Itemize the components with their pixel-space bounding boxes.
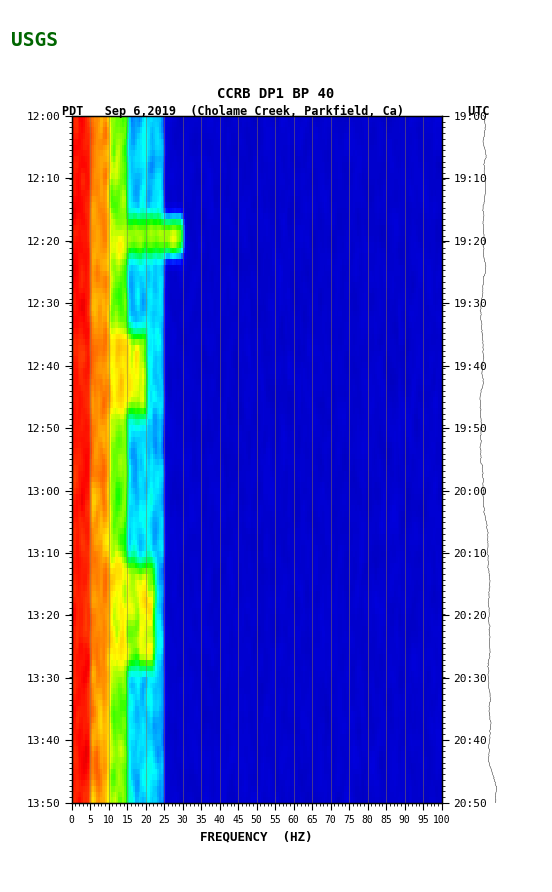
Text: USGS: USGS bbox=[11, 31, 58, 50]
X-axis label: FREQUENCY  (HZ): FREQUENCY (HZ) bbox=[200, 830, 313, 843]
Text: CCRB DP1 BP 40: CCRB DP1 BP 40 bbox=[217, 87, 335, 101]
Text: PDT   Sep 6,2019  (Cholame Creek, Parkfield, Ca)         UTC: PDT Sep 6,2019 (Cholame Creek, Parkfield… bbox=[62, 105, 490, 118]
